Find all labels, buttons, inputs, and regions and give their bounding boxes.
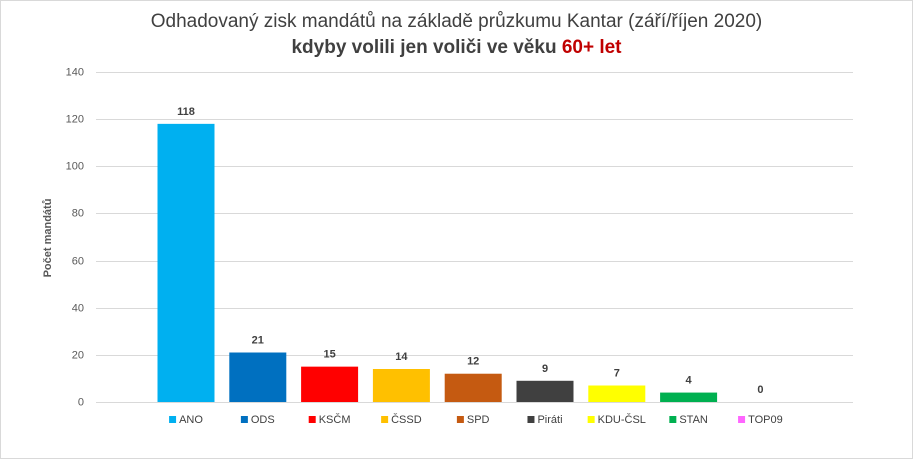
legend-swatch xyxy=(381,416,389,423)
legend-swatch xyxy=(456,416,464,423)
y-tick-label: 80 xyxy=(72,207,84,219)
legend-item: Piráti xyxy=(527,414,563,426)
y-axis-label: Počet mandátů xyxy=(42,199,54,278)
legend-item: SPD xyxy=(456,414,490,426)
data-label: 14 xyxy=(395,351,408,363)
data-label: 7 xyxy=(614,368,620,380)
legend-label: TOP09 xyxy=(748,414,783,426)
legend-item: KDU-ČSL xyxy=(587,413,646,426)
legend-label: ODS xyxy=(251,414,275,426)
legend-label: KDU-ČSL xyxy=(598,413,646,426)
gridlines xyxy=(96,72,853,403)
legend-label: ČSSD xyxy=(391,413,422,426)
bar-SPD xyxy=(444,373,502,402)
legend-item: ANO xyxy=(169,414,203,426)
bars xyxy=(157,123,718,402)
bar-STAN xyxy=(660,392,718,402)
data-label: 9 xyxy=(542,363,548,375)
legend-item: ČSSD xyxy=(381,413,422,426)
legend-swatch xyxy=(240,416,248,423)
data-label: 15 xyxy=(323,349,335,361)
data-labels: 118 21 15 14 12 9 7 4 0 xyxy=(177,106,763,396)
legend-swatch xyxy=(738,416,746,423)
legend-item: TOP09 xyxy=(738,414,783,426)
legend-item: STAN xyxy=(669,414,708,426)
chart-subtitle-text: kdyby volili jen voliči ve věku xyxy=(291,37,562,58)
legend-label: KSČM xyxy=(319,413,351,426)
bar-Piráti xyxy=(516,380,574,402)
legend-swatch xyxy=(669,416,677,423)
legend-swatch xyxy=(527,416,535,423)
legend: ANO ODS KSČM ČSSD SPD Piráti KDU-ČSL STAN TOP09 xyxy=(169,413,783,426)
bar-ANO xyxy=(157,123,215,402)
data-label: 4 xyxy=(686,375,693,387)
y-tick-label: 120 xyxy=(66,113,84,125)
legend-item: KSČM xyxy=(308,413,351,426)
legend-label: SPD xyxy=(467,414,490,426)
chart-title: Odhadovaný zisk mandátů na základě průzk… xyxy=(150,11,763,32)
bar-KSČM xyxy=(301,366,359,402)
y-axis-ticks: 0 20 40 60 80 100 120 140 xyxy=(66,66,84,408)
legend-swatch xyxy=(308,416,316,423)
bar-KDU-ČSL xyxy=(588,385,646,402)
y-tick-label: 0 xyxy=(78,396,84,408)
chart-subtitle: kdyby volili jen voliči ve věku 60+ let xyxy=(0,37,913,59)
y-tick-label: 140 xyxy=(66,66,84,78)
bar-ODS xyxy=(229,352,287,402)
data-label: 0 xyxy=(757,384,763,396)
data-label: 118 xyxy=(177,106,195,118)
y-tick-label: 60 xyxy=(72,255,84,267)
data-label: 21 xyxy=(252,335,264,347)
y-tick-label: 40 xyxy=(72,302,84,314)
legend-swatch xyxy=(169,416,177,423)
data-label: 12 xyxy=(467,356,479,368)
legend-label: ANO xyxy=(179,414,203,426)
legend-item: ODS xyxy=(240,414,275,426)
y-tick-label: 100 xyxy=(66,160,84,172)
legend-label: STAN xyxy=(679,414,708,426)
chart-subtitle-highlight: 60+ let xyxy=(561,37,622,58)
bar-ČSSD xyxy=(372,369,430,402)
y-tick-label: 20 xyxy=(72,349,84,361)
legend-swatch xyxy=(587,416,595,423)
legend-label: Piráti xyxy=(537,414,562,426)
